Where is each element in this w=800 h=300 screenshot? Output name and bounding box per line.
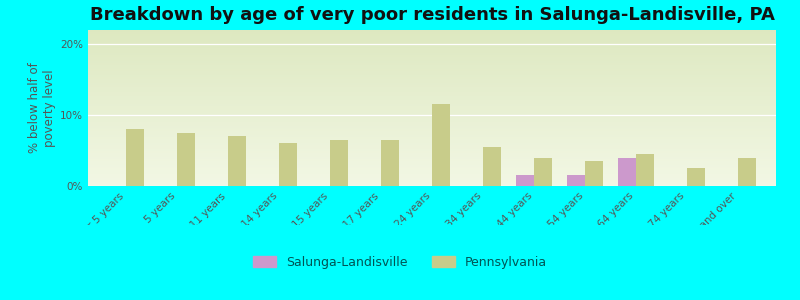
Bar [126,129,144,186]
Bar [88,65,776,67]
Bar [88,128,776,129]
Bar [88,46,776,47]
Bar [88,108,776,110]
Bar [177,133,195,186]
Bar [88,135,776,137]
Bar [88,114,776,116]
Bar [88,91,776,92]
Bar [88,75,776,77]
Bar [88,182,776,184]
Bar [88,141,776,143]
Bar [88,169,776,170]
Bar [88,71,776,73]
Bar [88,59,776,61]
Bar [88,73,776,75]
Bar [88,85,776,86]
Bar [88,184,776,186]
Bar [88,81,776,82]
Bar [88,176,776,178]
Bar [330,140,348,186]
Bar [88,38,776,40]
Bar [88,67,776,69]
Bar [88,42,776,43]
Bar [88,131,776,133]
Bar [88,155,776,157]
Bar [88,174,776,176]
Bar [687,168,705,186]
Bar [88,44,776,46]
Bar [88,118,776,120]
Bar [88,130,776,131]
Bar [636,154,654,186]
Bar [88,133,776,135]
Bar [88,153,776,155]
Bar [534,158,552,186]
Bar [88,151,776,153]
Bar [88,77,776,79]
Bar [567,176,585,186]
Bar [88,88,776,90]
Bar [88,157,776,159]
Bar [88,147,776,149]
Bar [88,170,776,172]
Bar [88,124,776,125]
Bar [88,86,776,88]
Legend: Salunga-Landisville, Pennsylvania: Salunga-Landisville, Pennsylvania [248,251,552,274]
Bar [228,136,246,186]
Bar [88,53,776,55]
Bar [88,139,776,141]
Bar [88,98,776,100]
Bar [88,149,776,151]
Bar [88,110,776,112]
Bar [88,112,776,114]
Bar [88,122,776,124]
Bar [88,30,776,32]
Bar [88,82,776,85]
Bar [88,159,776,161]
Bar [516,176,534,186]
Bar [88,94,776,96]
Bar [88,172,776,174]
Bar [88,180,776,182]
Bar [585,161,602,186]
Title: Breakdown by age of very poor residents in Salunga-Landisville, PA: Breakdown by age of very poor residents … [90,6,774,24]
Bar [88,143,776,145]
Bar [88,163,776,164]
Bar [88,104,776,106]
Bar [88,125,776,128]
Y-axis label: % below half of
poverty level: % below half of poverty level [28,63,56,153]
Bar [88,178,776,180]
Bar [88,116,776,118]
Bar [88,106,776,108]
Bar [279,143,297,186]
Bar [88,164,776,166]
Bar [618,158,636,186]
Bar [88,32,776,34]
Bar [88,145,776,147]
Bar [381,140,399,186]
Bar [483,147,501,186]
Bar [88,102,776,104]
Bar [88,47,776,50]
Bar [88,36,776,38]
Bar [88,69,776,71]
Bar [88,51,776,53]
Bar [88,92,776,94]
Bar [88,79,776,81]
Bar [88,96,776,98]
Bar [88,63,776,65]
Bar [88,40,776,42]
Bar [432,104,450,186]
Bar [738,158,756,186]
Bar [88,167,776,168]
Bar [88,55,776,57]
Bar [88,120,776,122]
Bar [88,100,776,102]
Bar [88,50,776,51]
Bar [88,61,776,63]
Bar [88,57,776,59]
Bar [88,161,776,163]
Bar [88,34,776,36]
Bar [88,137,776,139]
